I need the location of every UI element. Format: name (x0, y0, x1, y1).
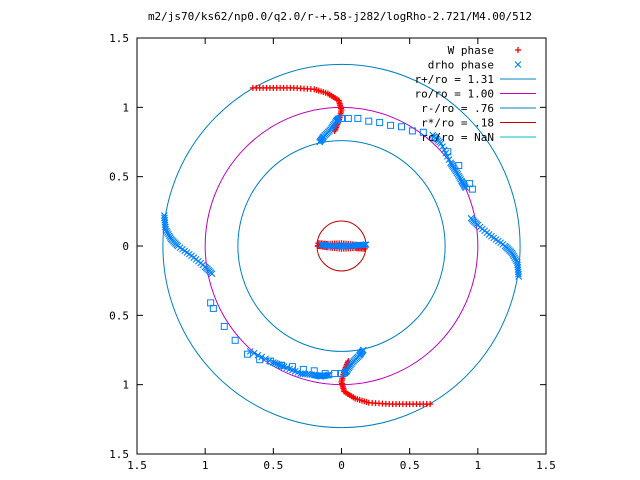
drho-phase-square (299, 365, 307, 373)
x-tick-label: 1 (202, 459, 209, 472)
legend-label: r*/ro = .18 (421, 117, 494, 130)
drho-phase-point-b (320, 372, 328, 380)
legend-label: ro/ro = 1.00 (415, 88, 494, 101)
drho-phase-point-b (439, 143, 447, 151)
drho-phase-point-b (262, 355, 269, 363)
drho-phase-square (310, 367, 318, 375)
drho-phase-square (207, 299, 215, 307)
drho-phase-square (455, 162, 463, 170)
drho-phase-square (267, 357, 275, 365)
drho-phase-square (444, 148, 452, 156)
y-tick-label: 1.5 (109, 448, 129, 461)
y-tick-label: 1 (122, 379, 129, 392)
drho-phase-square (338, 114, 345, 122)
drho-phase-square (432, 134, 440, 142)
drho-phase-point (319, 241, 327, 249)
drho-phase-square (278, 361, 286, 369)
y-tick-label: 0 (122, 240, 129, 253)
drho-phase-square (344, 114, 352, 122)
x-tick-label: 1 (475, 459, 482, 472)
x-tick-label: 1.5 (127, 459, 147, 472)
drho-phase-point (437, 139, 445, 147)
legend-label: r+/ro = 1.31 (415, 73, 494, 86)
drho-phase-point (317, 241, 325, 249)
drho-phase-point-b (445, 156, 453, 163)
drho-phase-point (445, 156, 453, 163)
drho-phase-square (387, 121, 395, 129)
drho-phase-point (250, 349, 258, 357)
drho-phase-square (408, 127, 416, 135)
w-phase-point (427, 401, 434, 408)
drho-phase-point (440, 146, 448, 154)
drho-phase-square (354, 114, 362, 122)
drho-phase-point-b (514, 61, 522, 68)
reference-circle (237, 140, 446, 352)
drho-phase-point-b (355, 241, 363, 249)
drho-phase-square (220, 322, 228, 330)
drho-phase-square (256, 356, 264, 364)
drho-phase-square (397, 123, 405, 131)
x-tick-label: 1.5 (536, 459, 556, 472)
drho-phase-square (321, 370, 329, 378)
drho-phase-point (162, 223, 169, 231)
drho-phase-point-b (467, 214, 475, 222)
drho-phase-point (462, 184, 469, 192)
x-tick-label: 0.5 (400, 459, 420, 472)
drho-phase-point (467, 214, 475, 222)
drho-phase-square (243, 350, 251, 358)
drho-phase-point-b (462, 184, 469, 192)
drho-phase-point-b (440, 146, 448, 154)
x-tick-label: 0.5 (263, 459, 283, 472)
w-phase-point (249, 84, 256, 91)
drho-phase-square (419, 128, 427, 136)
drho-phase-square (331, 370, 339, 378)
drho-phase-point-b (514, 261, 521, 269)
legend-label: W phase (448, 44, 494, 57)
y-tick-label: 0.5 (109, 171, 129, 184)
drho-phase-point-b (437, 139, 445, 147)
y-tick-label: 1 (122, 101, 129, 114)
y-tick-label: 1.5 (109, 32, 129, 45)
drho-phase-square (338, 370, 345, 378)
chart-title: m2/js70/ks62/np0.0/q2.0/r-+.58-j282/logR… (148, 10, 532, 23)
drho-phase-point (208, 270, 216, 278)
drho-phase-point (514, 61, 522, 68)
reference-circle (162, 63, 521, 429)
drho-phase-square (288, 363, 296, 371)
drho-phase-point-b (442, 149, 450, 157)
drho-phase-point-b (317, 241, 325, 249)
drho-phase-point-b (271, 359, 279, 367)
w-phase-point (515, 47, 521, 53)
drho-phase-square (468, 185, 476, 193)
legend-label: rc/ro = NaN (421, 131, 494, 144)
drho-phase-point-b (162, 223, 169, 231)
drho-phase-point-b (320, 241, 328, 249)
drho-phase-point-b (319, 241, 327, 249)
drho-phase-point-b (254, 351, 262, 359)
drho-phase-point-b (208, 270, 216, 278)
drho-phase-square (231, 336, 239, 344)
drho-phase-square (365, 117, 373, 125)
drho-phase-point-b (321, 372, 329, 380)
drho-phase-point-b (250, 349, 258, 357)
drho-phase-point-b (317, 372, 325, 380)
x-tick-label: 0 (338, 459, 345, 472)
drho-phase-point (514, 261, 521, 269)
y-tick-label: 0.5 (109, 309, 129, 322)
drho-phase-point-b (291, 367, 299, 375)
legend-label: r-/ro = .76 (421, 102, 494, 115)
drho-phase-square (376, 119, 384, 127)
legend-label: drho phase (428, 59, 494, 72)
